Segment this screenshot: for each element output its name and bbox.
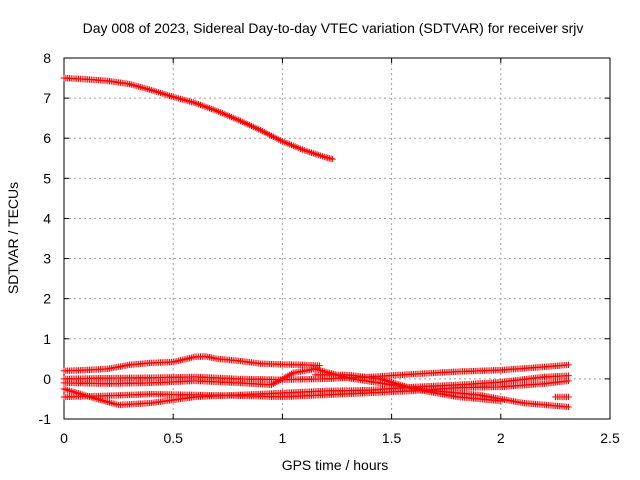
data-point [316, 362, 323, 369]
y-axis-label: SDTVAR / TECUs [5, 182, 21, 294]
data-point [329, 155, 336, 163]
x-tick-label: 2 [497, 430, 505, 446]
y-tick-label: 8 [43, 50, 51, 66]
x-tick-label: 0 [60, 430, 68, 446]
y-tick-label: 4 [43, 210, 51, 226]
series-sat-g [311, 371, 504, 405]
x-axis-label: GPS time / hours [282, 457, 389, 473]
y-tick-label: 5 [43, 170, 51, 186]
y-tick-label: 7 [43, 90, 51, 106]
x-tick-label: 0.5 [163, 430, 183, 446]
y-tick-label: 3 [43, 251, 51, 267]
data-point [565, 393, 572, 401]
data-point [497, 397, 504, 405]
data-point [565, 403, 572, 411]
x-tick-label: 1 [279, 430, 287, 446]
ticks: 0 0.5 1 1.5 2 2.5 -1 0 1 2 3 4 5 6 7 8 [39, 50, 620, 446]
chart-title: Day 008 of 2023, Sidereal Day-to-day VTE… [83, 20, 584, 36]
series-group [60, 74, 572, 411]
series-sat-c [60, 361, 572, 383]
y-tick-label: -1 [39, 411, 52, 427]
series-sat-h [552, 393, 572, 401]
x-tick-label: 2.5 [600, 430, 620, 446]
series-sat-a [60, 74, 336, 163]
series-sat-b [60, 353, 323, 375]
y-tick-label: 6 [43, 130, 51, 146]
x-tick-label: 1.5 [382, 430, 402, 446]
y-tick-label: 1 [43, 331, 51, 347]
data-point [565, 377, 572, 385]
y-tick-label: 2 [43, 291, 51, 307]
y-tick-label: 0 [43, 371, 51, 387]
plot-frame [63, 57, 611, 420]
data-point [565, 361, 572, 369]
